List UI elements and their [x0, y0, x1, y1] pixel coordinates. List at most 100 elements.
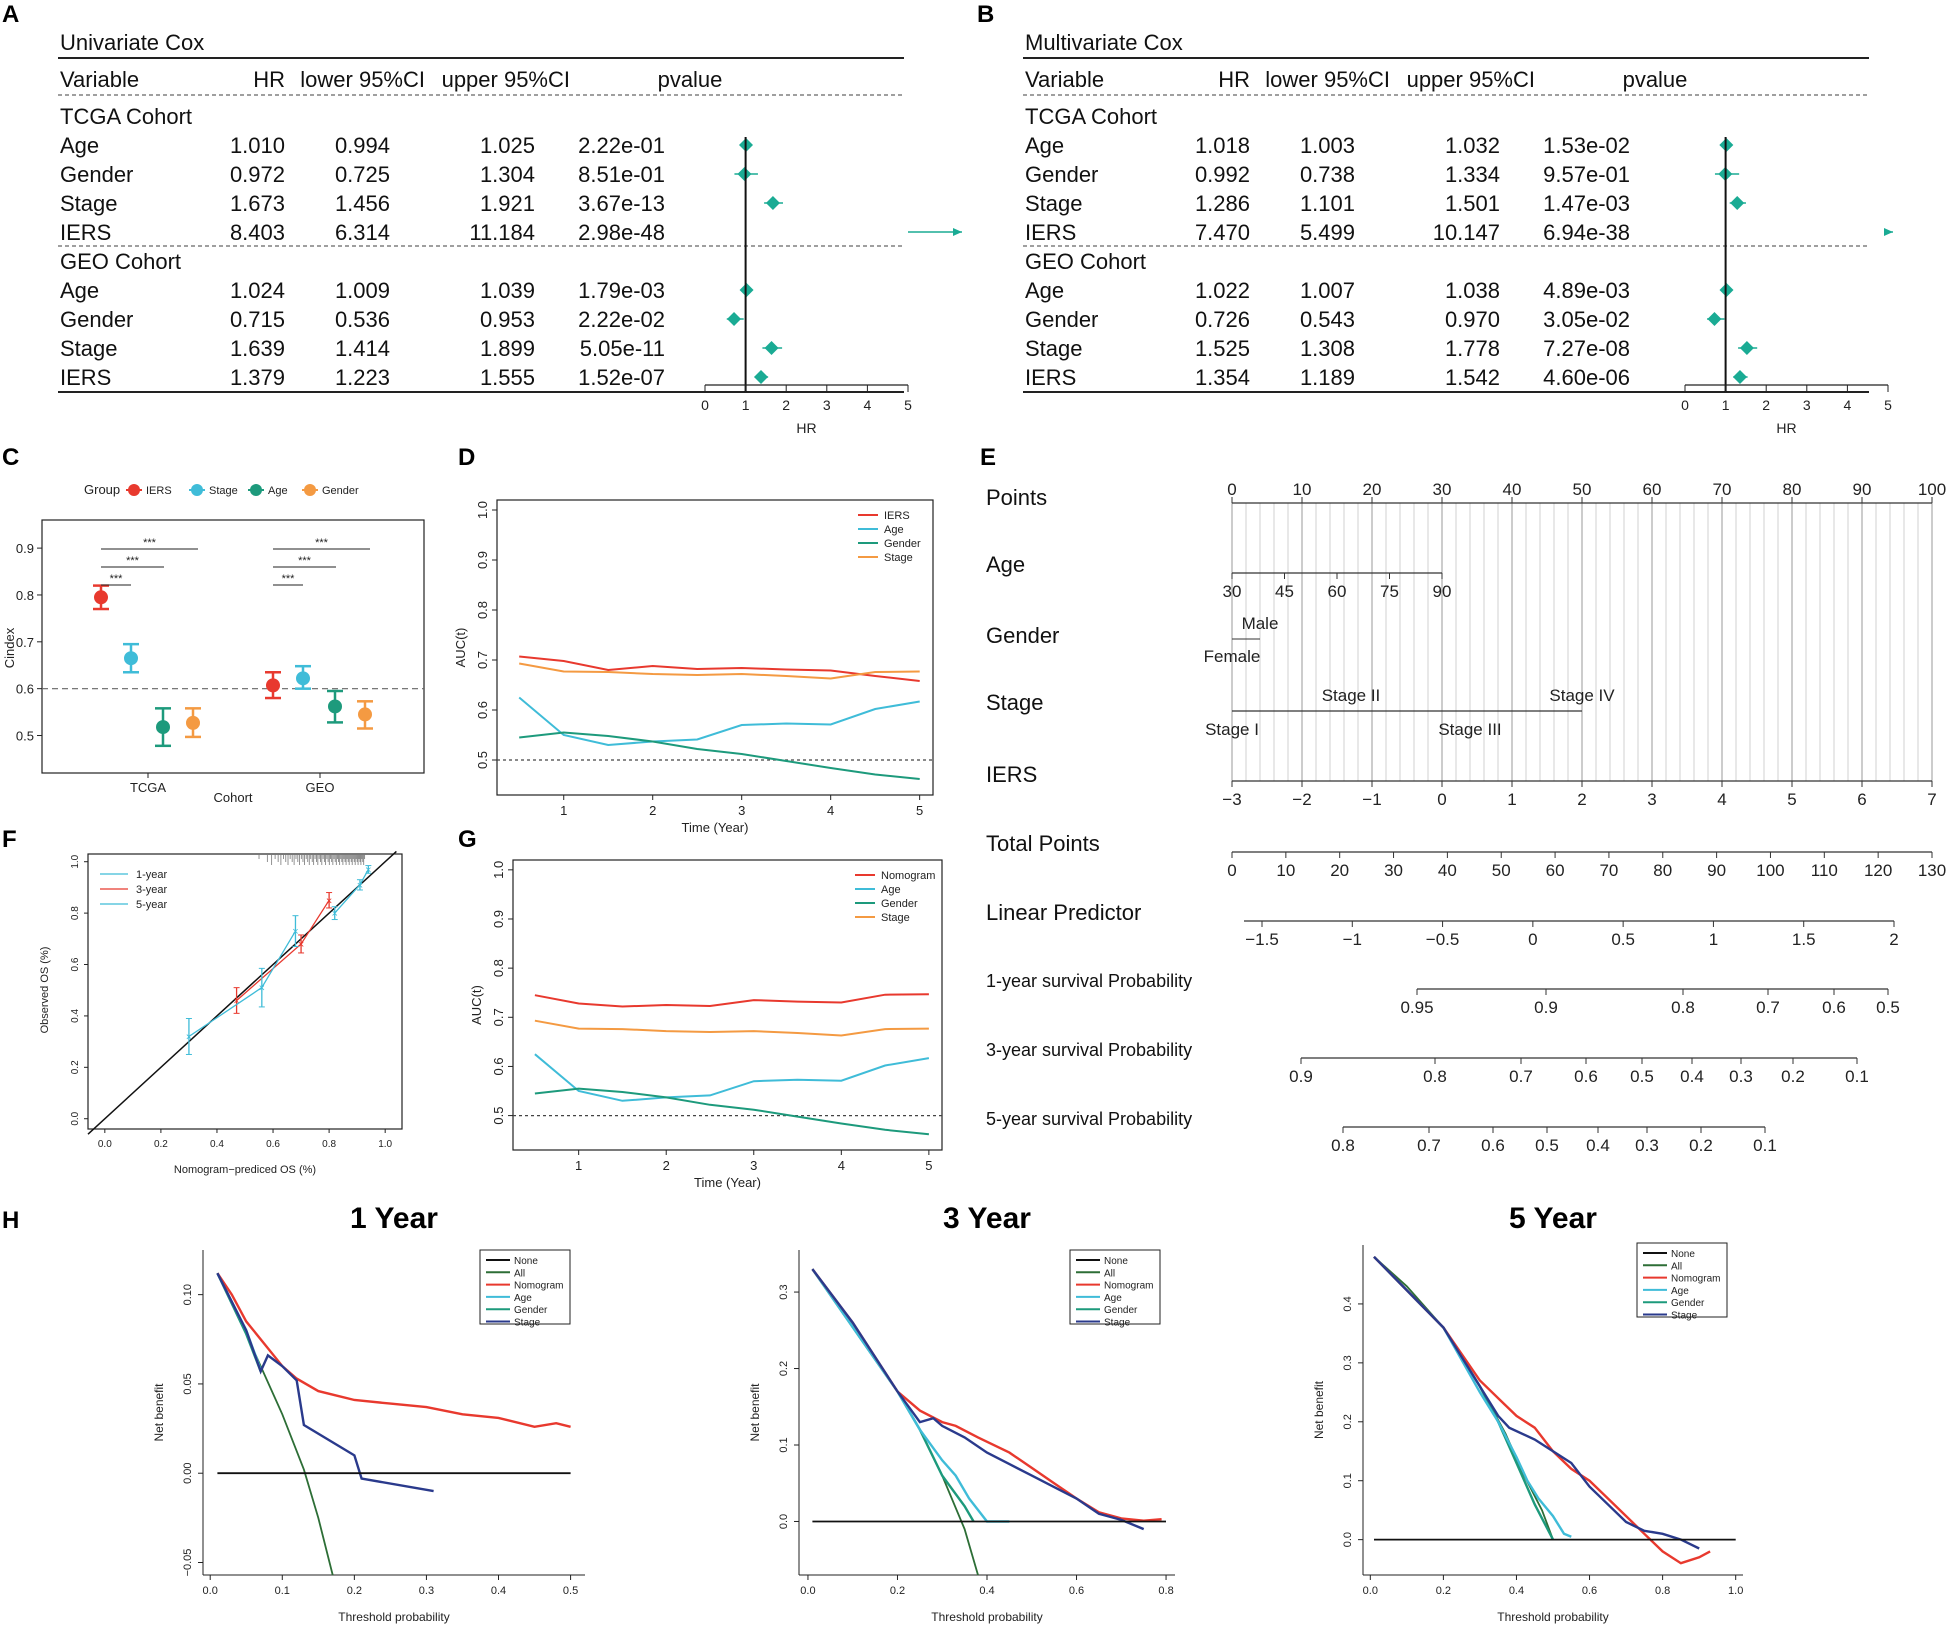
legend-label: 3-year: [136, 884, 168, 896]
legend-label: Stage: [1671, 1311, 1698, 1322]
hr-value: 1.379: [230, 365, 285, 390]
column-header: lower 95%CI: [1265, 67, 1390, 92]
x-axis-label: HR: [796, 420, 816, 436]
x-tick-label: 0.0: [98, 1139, 112, 1150]
legend-label: Stage: [1104, 1318, 1131, 1329]
scale-tick-label: 0.6: [1574, 1067, 1598, 1086]
calibration-line: [334, 869, 369, 914]
y-tick-label: 0.9: [16, 541, 34, 556]
dca-title: 1 Year: [350, 1202, 438, 1235]
scale-tick-label: 0.9: [1289, 1067, 1313, 1086]
y-tick-label: 0.7: [16, 635, 34, 650]
series-line-gender: [519, 731, 920, 780]
lower-ci-value: 0.543: [1300, 307, 1355, 332]
legend-label: Nomogram: [1671, 1274, 1720, 1285]
panel-e: Points Age Gender Stage IERS Total Points Line…: [986, 480, 1946, 1155]
scale-tick-label: 0.8: [1423, 1067, 1447, 1086]
y-tick-label: 1.0: [475, 501, 490, 519]
scale-tick-label: 50: [1492, 861, 1511, 880]
column-header: upper 95%CI: [1407, 67, 1535, 92]
x-tick-label: 0.2: [890, 1585, 905, 1597]
hr-point-diamond: [753, 370, 768, 384]
p-value: 6.94e-38: [1543, 220, 1630, 245]
x-tick-label: 3: [823, 397, 831, 413]
legend-label: Age: [881, 884, 901, 896]
column-header: pvalue: [658, 67, 723, 92]
scale-tick-label: 0.5: [1630, 1067, 1654, 1086]
panel-label-h: H: [2, 1207, 19, 1234]
upper-ci-value: 1.038: [1445, 278, 1500, 303]
scale-tick-label: 2: [1577, 790, 1586, 809]
x-axis-label: Time (Year): [682, 820, 749, 835]
upper-ci-value: 1.039: [480, 278, 535, 303]
nomogram-row-label: Points: [986, 485, 1047, 510]
hr-point-diamond: [1732, 370, 1747, 384]
dca-line-all: [811, 1268, 979, 1576]
dca-title: 5 Year: [1509, 1202, 1597, 1235]
x-tick-label: 0.4: [491, 1585, 506, 1597]
dca-title: 3 Year: [943, 1202, 1031, 1235]
scale-tick-label: 75: [1380, 582, 1399, 601]
plot-frame: [496, 499, 934, 796]
scale-tick-label: 1: [1709, 930, 1718, 949]
y-tick-label: 0.4: [70, 1009, 81, 1023]
scale-tick-label: −3: [1222, 790, 1241, 809]
y-tick-label: 0.9: [475, 551, 490, 569]
scale-tick-label: 0.4: [1680, 1067, 1704, 1086]
scale-tick-label: 60: [1328, 582, 1347, 601]
scale-tick-label: Stage IV: [1549, 686, 1615, 705]
legend-marker: [128, 484, 140, 496]
scale-tick-label: −0.5: [1426, 930, 1460, 949]
forest-title: Multivariate Cox: [1025, 30, 1183, 55]
variable-label: Stage: [1025, 191, 1083, 216]
legend-label: Nomogram: [514, 1281, 563, 1292]
y-tick-label: 0.2: [70, 1060, 81, 1074]
y-tick-label: 0.8: [70, 906, 81, 920]
x-tick-label: 2: [782, 397, 790, 413]
hr-value: 0.972: [230, 162, 285, 187]
nomogram-row-label: Age: [986, 552, 1025, 577]
panel-label-f: F: [2, 826, 17, 853]
scale-tick-label: 0.4: [1586, 1136, 1610, 1155]
upper-ci-value: 1.025: [480, 133, 535, 158]
dca-line-stage: [811, 1268, 1145, 1531]
scale-tick-label: Female: [1204, 647, 1261, 666]
lower-ci-value: 5.499: [1300, 220, 1355, 245]
scale-tick-label: 6: [1857, 790, 1866, 809]
scale-tick-label: 1.5: [1792, 930, 1816, 949]
variable-label: IERS: [60, 220, 111, 245]
y-axis-label: AUC(t): [453, 628, 468, 668]
series-line-age: [518, 696, 920, 747]
scale-tick-label: 45: [1275, 582, 1294, 601]
scale-tick-label: 60: [1546, 861, 1565, 880]
scale-tick-label: 3: [1647, 790, 1656, 809]
legend-label: Age: [884, 524, 904, 536]
series-line-gender: [534, 1087, 930, 1136]
lower-ci-value: 1.456: [335, 191, 390, 216]
panel-f: 0.0 0.2 0.4 0.6 0.8 1.0 0.0 0.2 0.4 0.6 0.8 1.0 Nomo…: [39, 850, 403, 1176]
calibration-point: ×: [326, 895, 332, 907]
p-value: 2.98e-48: [578, 220, 665, 245]
hr-value: 1.010: [230, 133, 285, 158]
y-tick-label: 0.7: [491, 1008, 506, 1026]
p-value: 1.79e-03: [578, 278, 665, 303]
hr-point-diamond: [727, 312, 742, 326]
p-value: 8.51e-01: [578, 162, 665, 187]
legend-box: [479, 1249, 571, 1325]
variable-label: Age: [1025, 278, 1064, 303]
x-axis-label: Threshold probability: [931, 1610, 1042, 1624]
scale-tick-label: 90: [1707, 861, 1726, 880]
variable-label: Gender: [60, 307, 133, 332]
column-header: lower 95%CI: [300, 67, 425, 92]
scale-tick-label: 1: [1507, 790, 1516, 809]
y-tick-label: 0.7: [475, 651, 490, 669]
significance-label: ***: [282, 573, 296, 585]
lower-ci-value: 0.738: [1300, 162, 1355, 187]
panel-g: 0.5 0.6 0.7 0.8 0.9 1.0 1 2 3 4 5 Time (Year) AUC(t)…: [469, 859, 943, 1190]
scale-tick-label: 0: [1528, 930, 1537, 949]
lower-ci-value: 0.536: [335, 307, 390, 332]
scale-tick-label: 0.9: [1534, 998, 1558, 1017]
p-value: 3.67e-13: [578, 191, 665, 216]
p-value: 2.22e-02: [578, 307, 665, 332]
upper-ci-value: 1.921: [480, 191, 535, 216]
